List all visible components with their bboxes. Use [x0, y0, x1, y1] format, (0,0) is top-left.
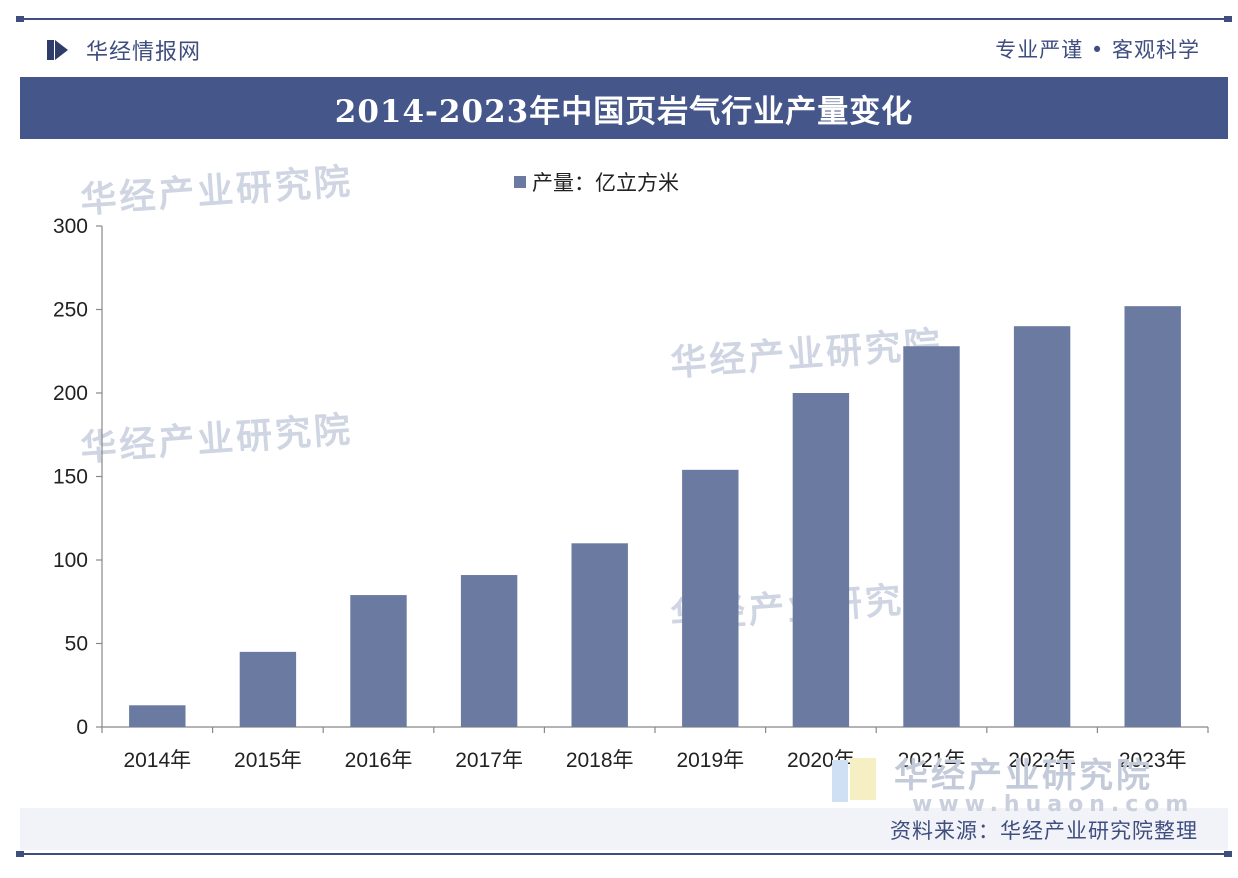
x-tick-label: 2021年: [898, 749, 966, 772]
x-tick-label: 2014年: [123, 749, 191, 772]
y-tick-label: 300: [53, 215, 88, 238]
bar: [682, 469, 739, 727]
brand-name: 华经情报网: [86, 40, 202, 65]
y-tick-label: 100: [53, 549, 88, 572]
motto: 专业严谨 • 客观科学: [995, 38, 1200, 62]
watermark-text-bottom: 华经产业研究院: [894, 756, 1153, 796]
bar: [792, 393, 850, 727]
chart-title: 2014-2023年中国页岩气行业产量变化: [334, 93, 914, 130]
bar: [1124, 306, 1181, 727]
top-rule: [16, 16, 1232, 22]
rule-cap: [16, 851, 24, 857]
bar: [350, 595, 407, 727]
bar: [571, 543, 628, 727]
huajing-logo-icon: [44, 38, 72, 62]
rule-cap: [1224, 851, 1232, 857]
source-note: 资料来源：华经产业研究院整理: [890, 819, 1198, 843]
x-tick-label: 2022年: [1008, 749, 1076, 772]
legend: 产量：亿立方米: [514, 167, 679, 197]
y-tick-label: 250: [53, 299, 88, 322]
y-tick-label: 200: [53, 382, 88, 405]
legend-swatch: [514, 176, 526, 188]
rule-cap: [1224, 16, 1232, 22]
x-tick-label: 2016年: [345, 749, 413, 772]
x-tick-label: 2017年: [455, 749, 523, 772]
watermark-url: www.huaon.com: [912, 792, 1195, 817]
bar: [129, 705, 186, 727]
x-tick-label: 2019年: [676, 749, 744, 772]
bar: [1013, 326, 1071, 727]
x-tick-label: 2018年: [566, 749, 634, 772]
legend-label: 产量：亿立方米: [532, 171, 679, 195]
bottom-rule: [16, 851, 1232, 857]
y-tick-label: 0: [76, 716, 88, 739]
y-tick-label: 50: [65, 633, 88, 656]
brand: 华经情报网: [44, 34, 201, 66]
source-band: [20, 808, 1228, 850]
bar: [239, 651, 297, 727]
x-tick-label: 2023年: [1119, 749, 1187, 772]
bar: [460, 575, 518, 727]
y-tick-label: 150: [53, 466, 88, 489]
rule-cap: [16, 16, 24, 22]
bar: [903, 346, 960, 727]
x-tick-label: 2015年: [234, 749, 302, 772]
title-bar: 2014-2023年中国页岩气行业产量变化: [20, 77, 1228, 139]
